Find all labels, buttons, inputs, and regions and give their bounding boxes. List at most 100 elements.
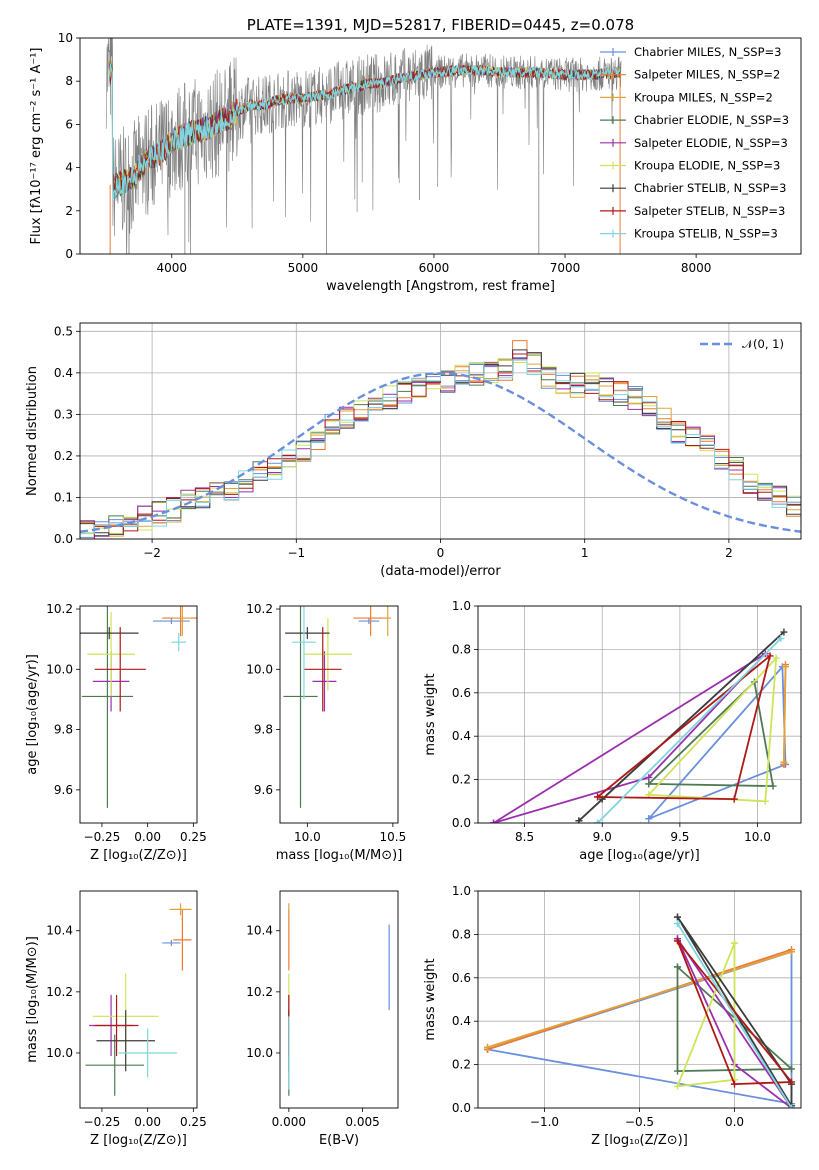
y-axis-label: mass weight [423, 958, 438, 1040]
panel-7: 0.000 0.005 10.0 10.2 10.4 E(B-V) [246, 890, 399, 1148]
series-salpeter_stelib-line [676, 940, 794, 1086]
x-tick-label: −0.25 [84, 1115, 121, 1129]
x-tick-label: 0.25 [180, 830, 207, 844]
legend: Chabrier MILES, N_SSP=3 Salpeter MILES, N… [600, 45, 789, 241]
x-tick-label: 0.0 [725, 1115, 744, 1129]
legend-label-kroupa_miles: Kroupa MILES, N_SSP=2 [634, 90, 773, 104]
x-tick-label: −0.25 [84, 830, 121, 844]
y-axis-label: age [log₁₀(age/yr)] [25, 654, 40, 775]
y-tick-label: 0.6 [452, 686, 471, 700]
legend-label-kroupa_stelib: Kroupa STELIB, N_SSP=3 [634, 227, 778, 241]
y-axis-label: mass [log₁₀(M/M⊙)] [25, 936, 40, 1063]
axes-frame [477, 890, 802, 1109]
y-tick-label: 0.5 [54, 324, 73, 338]
series-kroupa_elodie-point [731, 939, 738, 947]
histogram-kroupa_stelib-step [80, 359, 801, 539]
x-tick-label: 0.00 [134, 830, 161, 844]
y-tick-label: 0.1 [54, 490, 73, 504]
y-tick-label: 10.2 [246, 602, 273, 616]
series-kroupa_miles-point [788, 948, 795, 956]
axes-frame [79, 605, 198, 824]
legend-label-salpeter_miles: Salpeter MILES, N_SSP=2 [634, 68, 780, 82]
axes-frame [79, 890, 198, 1109]
x-axis-label: wavelength [Angstrom, rest frame] [326, 279, 555, 294]
axes-frame [79, 37, 802, 255]
series-kroupa_stelib-point [777, 635, 785, 643]
series-kroupa_stelib-point [788, 1104, 795, 1108]
series-chabrier_stelib-point [780, 628, 788, 636]
x-tick-label: 1 [581, 546, 589, 560]
x-tick-label: 8.5 [515, 830, 534, 844]
y-tick-label: 0.4 [452, 1014, 471, 1028]
y-tick-label: 0.3 [54, 407, 73, 421]
panel-4: 10.0 10.5 9.6 9.8 10.0 10.2 mass [log₁₀(M/M⊙)] [246, 602, 406, 863]
y-tick-label: 10 [58, 31, 73, 45]
y-tick-label: 0.2 [452, 773, 471, 787]
x-tick-label: 6000 [419, 261, 450, 275]
y-tick-label: 10.2 [46, 985, 73, 999]
legend-label-chabrier_stelib: Chabrier STELIB, N_SSP=3 [634, 181, 786, 195]
panel-5: 8.5 9.0 9.5 10.0 0.0 0.2 0.4 0.6 0.8 1.0 age [log₁… [423, 599, 802, 863]
axes-frame [279, 605, 399, 824]
x-axis-label: (data-model)/error [380, 564, 501, 579]
y-tick-label: 0.0 [54, 532, 73, 546]
x-axis-label: Z [log₁₀(Z/Z⊙)] [90, 1133, 187, 1148]
x-tick-label: −0.5 [625, 1115, 654, 1129]
series-salpeter_stelib-point [731, 1080, 738, 1088]
series-salpeter_elodie-line [493, 652, 766, 823]
series-chabrier_stelib-point [674, 913, 681, 921]
y-tick-label: 0.0 [452, 816, 471, 830]
y-tick-label: 0.6 [452, 971, 471, 985]
x-axis-label: mass [log₁₀(M/M⊙)] [276, 848, 403, 863]
panel-3: −0.25 0.00 0.25 9.6 9.8 10.0 10.2 Z [log₁₀(Z/Z⊙… [25, 602, 207, 863]
legend-label-salpeter_stelib: Salpeter STELIB, N_SSP=3 [634, 204, 785, 218]
y-tick-label: 10.0 [246, 1046, 273, 1060]
series-salpeter_elodie-point [490, 819, 498, 823]
series-chabrier_elodie-point [788, 1065, 795, 1073]
x-tick-label: 10.0 [744, 830, 771, 844]
x-tick-label: −1 [287, 546, 305, 560]
y-tick-label: 0.4 [54, 366, 73, 380]
series-kroupa_stelib-point [674, 920, 681, 928]
series-kroupa_elodie-point [772, 654, 780, 662]
model-kroupa_stelib-line [108, 63, 621, 201]
x-tick-label: 7000 [550, 261, 581, 275]
y-tick-label: 10.4 [46, 924, 73, 938]
series-chabrier_elodie-point [645, 780, 653, 788]
y-tick-label: 9.8 [54, 723, 73, 737]
y-tick-label: 10.0 [46, 1046, 73, 1060]
series-chabrier_elodie-point [769, 782, 777, 790]
y-tick-label: 0 [65, 247, 73, 261]
x-tick-label: 10.0 [294, 830, 321, 844]
axes-frame [477, 605, 802, 824]
x-axis-label: Z [log₁₀(Z/Z⊙)] [591, 1133, 688, 1148]
y-tick-label: 0.2 [452, 1058, 471, 1072]
y-tick-label: 9.6 [254, 783, 273, 797]
panel-6: −0.25 0.00 0.25 10.0 10.2 10.4 Z [log₁₀(Z/Z⊙)]… [25, 890, 207, 1148]
x-tick-label: 9.5 [670, 830, 689, 844]
y-tick-label: 9.8 [254, 723, 273, 737]
normal-curve-line [80, 372, 801, 533]
x-tick-label: 4000 [156, 261, 187, 275]
x-tick-label: −1.0 [530, 1115, 559, 1129]
series-chabrier_elodie-line [648, 680, 775, 788]
y-tick-label: 0.2 [54, 449, 73, 463]
axes-frame [79, 322, 802, 540]
series-kroupa_elodie-point [674, 1082, 681, 1090]
panel-2: −2 −1 0 1 2 0.0 0.1 0.2 0.3 0.4 0.5 (data-model)/er… [25, 322, 802, 579]
legend-label-chabrier_elodie: Chabrier ELODIE, N_SSP=3 [634, 113, 789, 127]
y-tick-label: 10.2 [46, 602, 73, 616]
legend-label-chabrier_miles: Chabrier MILES, N_SSP=3 [634, 45, 781, 59]
y-tick-label: 10.0 [46, 662, 73, 676]
y-axis-label: Flux [fλ10⁻¹⁷ erg cm⁻² s⁻¹ A⁻¹] [29, 48, 44, 245]
series-chabrier_elodie-point [674, 1067, 681, 1075]
y-tick-label: 2 [65, 204, 73, 218]
legend-normal-label: 𝒩(0, 1) [742, 337, 784, 351]
series-kroupa_miles-point [484, 1043, 491, 1051]
y-tick-label: 8 [65, 74, 73, 88]
series-kroupa_miles-point [780, 758, 788, 766]
series-kroupa_elodie-point [761, 797, 769, 805]
series-chabrier_miles-line [487, 950, 793, 1105]
series-kroupa_miles-point [781, 663, 789, 671]
